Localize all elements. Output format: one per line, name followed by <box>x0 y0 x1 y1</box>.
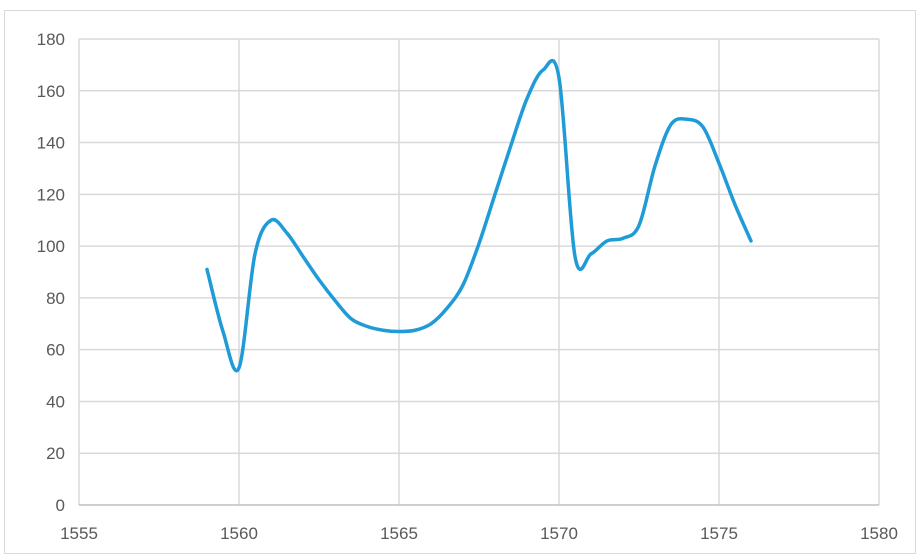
data-point <box>317 278 321 282</box>
y-tick-label: 0 <box>56 496 65 515</box>
tick-labels: 0 20 40 60 80 100 120 140 160 180 1555 1560 1565 1570… <box>37 30 898 543</box>
x-tick-label: 1575 <box>700 524 738 543</box>
y-tick-label: 140 <box>37 134 65 153</box>
data-point <box>509 143 513 147</box>
x-tick-label: 1560 <box>220 524 258 543</box>
data-point <box>733 203 737 207</box>
y-tick-label: 80 <box>46 289 65 308</box>
data-point <box>685 117 689 121</box>
data-point <box>493 192 497 196</box>
data-point <box>221 330 225 334</box>
data-point <box>557 76 561 80</box>
series-line-0 <box>205 59 753 373</box>
data-point <box>477 242 481 246</box>
data-point <box>413 328 417 332</box>
data-point <box>573 254 577 258</box>
data-point <box>717 161 721 165</box>
data-point <box>381 328 385 332</box>
y-tick-label: 180 <box>37 30 65 49</box>
data-point <box>621 236 625 240</box>
y-tick-label: 40 <box>46 392 65 411</box>
x-tick-label: 1565 <box>380 524 418 543</box>
data-point <box>445 306 449 310</box>
data-point <box>637 223 641 227</box>
data-point <box>365 324 369 328</box>
y-tick-label: 60 <box>46 341 65 360</box>
series-layer <box>205 59 753 373</box>
data-point <box>749 239 753 243</box>
data-point <box>653 164 657 168</box>
data-point <box>525 97 529 101</box>
y-tick-label: 120 <box>37 185 65 204</box>
data-point <box>269 218 273 222</box>
data-point <box>285 231 289 235</box>
chart-frame: 0 20 40 60 80 100 120 140 160 180 1555 1560 1565 1570… <box>4 10 916 554</box>
data-point <box>461 283 465 287</box>
data-point <box>333 298 337 302</box>
data-point <box>541 68 545 72</box>
data-point <box>301 254 305 258</box>
gridlines <box>78 38 880 505</box>
data-point <box>349 317 353 321</box>
data-point <box>605 239 609 243</box>
x-tick-label: 1570 <box>540 524 578 543</box>
data-point <box>669 122 673 126</box>
x-tick-label: 1555 <box>60 524 98 543</box>
data-point <box>589 252 593 256</box>
data-point <box>253 252 257 256</box>
y-tick-label: 100 <box>37 237 65 256</box>
x-tick-label: 1580 <box>860 524 898 543</box>
data-point <box>205 267 209 271</box>
data-point <box>237 366 241 370</box>
line-chart: 0 20 40 60 80 100 120 140 160 180 1555 1560 1565 1570… <box>37 30 898 543</box>
data-point <box>701 125 705 129</box>
data-point <box>429 322 433 326</box>
y-tick-label: 20 <box>46 444 65 463</box>
data-point <box>397 330 401 334</box>
y-tick-label: 160 <box>37 82 65 101</box>
